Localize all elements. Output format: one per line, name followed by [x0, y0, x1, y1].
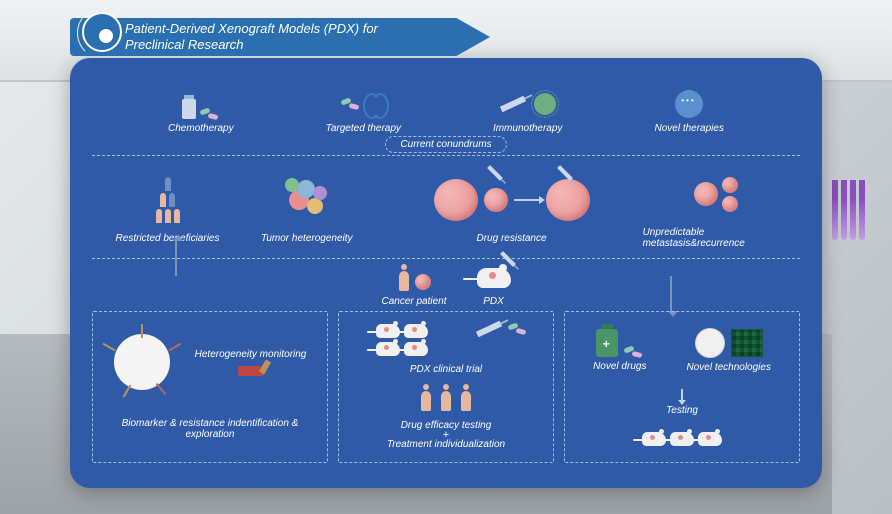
mice-group-icon — [364, 324, 440, 356]
dna-icon — [367, 93, 385, 115]
human-icon — [397, 264, 411, 292]
patient-label: Cancer patient — [381, 296, 446, 307]
box-clinical-trial: PDX clinical trial Drug efficacy testing… — [338, 311, 554, 463]
virus-icon — [534, 93, 556, 115]
people-icon — [156, 177, 180, 223]
therapy-immuno: Immunotherapy — [493, 89, 562, 134]
mouse-icon — [477, 268, 511, 288]
bottle-icon — [182, 99, 196, 119]
sphere-icon — [675, 90, 703, 118]
therapy-novel: Novel therapies — [654, 89, 723, 134]
therapy-targeted: Targeted therapy — [326, 89, 401, 134]
cell-cluster-icon — [283, 176, 331, 224]
conundrum-metastasis: Unpredictable metastasis&recurrence — [643, 165, 790, 249]
pdx-mouse: PDX — [477, 264, 511, 307]
header-bar: Patient-Derived Xenograft Models (PDX) f… — [70, 18, 490, 56]
therapy-chemo: Chemotherapy — [168, 89, 234, 134]
humans-row-icon — [419, 384, 473, 412]
therapy-label: Chemotherapy — [168, 123, 234, 134]
drug-bottle-icon — [596, 329, 618, 357]
novel-drugs-label: Novel drugs — [593, 361, 646, 372]
patient-pdx-row: Cancer patient PDX — [92, 259, 800, 307]
conundrum-heterogeneity: Tumor heterogeneity — [233, 171, 380, 244]
conundrum-section-label: Current conundrums — [385, 136, 506, 153]
therapy-label: Immunotherapy — [493, 123, 562, 134]
testing-label: Testing — [666, 405, 698, 416]
conundrum-resistance: Drug resistance — [380, 171, 642, 244]
logo-icon — [82, 12, 122, 52]
conundrum-label: Unpredictable metastasis&recurrence — [643, 227, 790, 249]
pills-icon — [341, 99, 361, 109]
mice-group-icon — [632, 432, 732, 446]
box-biomarker: Heterogeneity monitoring Biomarker & res… — [92, 311, 328, 463]
chip-array-icon — [731, 329, 763, 357]
biomarker-label: Biomarker & resistance indentification &… — [101, 418, 319, 440]
pdx-label: PDX — [483, 296, 504, 307]
conundrum-label: Drug resistance — [477, 233, 547, 244]
trial-label: PDX clinical trial — [410, 364, 482, 375]
cancer-patient: Cancer patient — [381, 264, 446, 307]
box-novel: Novel drugs Novel technologies Testing — [564, 311, 800, 463]
tumor-icon — [415, 274, 431, 290]
conundrum-restricted: Restricted beneficiaries — [102, 171, 233, 244]
petri-dish-icon — [695, 328, 725, 358]
arrow-down-icon — [681, 389, 683, 401]
individualization-label: Treatment individualization — [387, 439, 505, 450]
pills-icon — [624, 347, 644, 357]
pills-icon — [200, 109, 220, 119]
monitoring-label: Heterogeneity monitoring — [195, 349, 307, 360]
therapy-label: Novel therapies — [654, 123, 723, 134]
tumor-icon — [694, 182, 718, 206]
syringe-icon — [500, 96, 526, 112]
blood-tube-icon — [238, 366, 264, 376]
therapy-row: Chemotherapy Targeted therapy Immunother… — [92, 76, 800, 134]
cell-antibody-icon — [114, 334, 170, 390]
test-tubes-decor — [832, 180, 872, 260]
page-title: Patient-Derived Xenograft Models (PDX) f… — [125, 21, 378, 52]
syringe-icon — [475, 321, 501, 337]
therapy-label: Targeted therapy — [326, 123, 401, 134]
pills-icon — [508, 324, 528, 334]
conundrum-box: Restricted beneficiaries Tumor heterogen… — [92, 155, 800, 259]
conundrum-label: Restricted beneficiaries — [116, 233, 220, 244]
bottom-row: Heterogeneity monitoring Biomarker & res… — [92, 311, 800, 463]
novel-tech-label: Novel technologies — [686, 362, 771, 373]
diagram-panel: Chemotherapy Targeted therapy Immunother… — [70, 58, 822, 488]
conundrum-label: Tumor heterogeneity — [261, 233, 353, 244]
tumor-resistance-icon — [432, 172, 592, 228]
